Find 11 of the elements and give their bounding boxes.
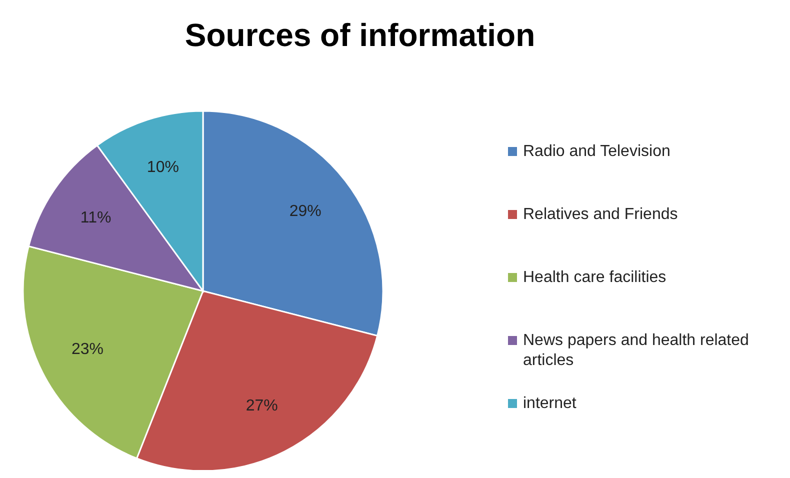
legend-label: News papers and health related articles [523,332,749,370]
legend-label: Health care facilities [523,269,666,286]
data-label: 29% [289,202,322,220]
data-label: 27% [246,398,278,415]
chart-title: Sources of information [184,17,536,53]
legend-label: Relatives and Friends [523,206,678,224]
data-label: 23% [72,341,104,358]
legend-label: Radio and Television [523,143,670,160]
legend-label: internet [523,395,577,412]
data-label: 10% [146,158,179,176]
data-label: 11% [80,209,112,226]
